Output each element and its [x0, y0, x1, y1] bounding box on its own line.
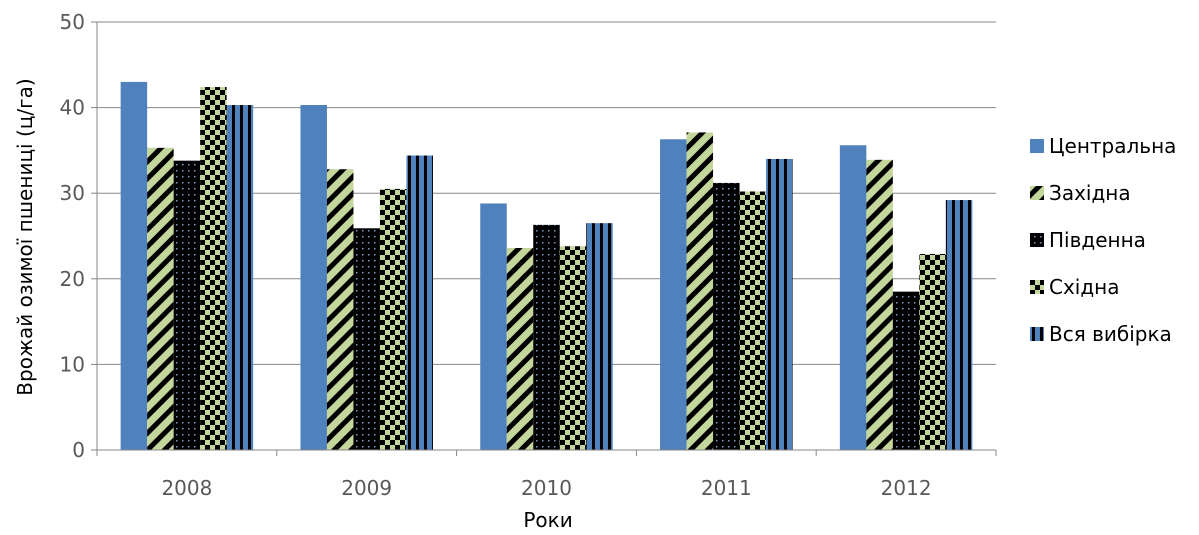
bar-Західна-2011: [686, 132, 714, 450]
bar-Східна-2009: [379, 188, 407, 451]
y-axis-title: Врожай озимої пшениці (ц/га): [13, 78, 37, 395]
x-tick-label: 2010: [521, 476, 572, 500]
bar-Вся вибірка-2009: [406, 155, 433, 450]
bar-Вся вибірка-2010: [586, 223, 613, 450]
bar-Східна-2010: [559, 246, 587, 450]
bar-Східна-2011: [739, 191, 767, 450]
legend-label: Південна: [1049, 228, 1146, 252]
bar-Південна-2011: [713, 182, 740, 451]
bar-Вся вибірка-2012: [945, 200, 973, 450]
bar-Східна-2008: [200, 87, 227, 450]
axes: [91, 21, 997, 456]
y-tick-label: 20: [60, 267, 85, 291]
legend-swatch: [1030, 139, 1044, 153]
bar-Центральна-2009: [300, 105, 327, 451]
y-tick-label: 40: [60, 96, 85, 120]
bar-Західна-2009: [326, 169, 354, 450]
bar-Центральна-2012: [839, 145, 867, 451]
y-tick-label: 0: [72, 438, 85, 462]
bar-Центральна-2008: [120, 81, 148, 451]
bar-Південна-2010: [533, 224, 560, 450]
bar-Південна-2012: [892, 291, 920, 450]
x-axis-title: Роки: [523, 508, 572, 532]
x-tick-label: 2009: [341, 476, 392, 500]
y-tick-label: 10: [60, 352, 85, 376]
x-tick-label: 2011: [701, 476, 752, 500]
y-tick-label: 30: [60, 181, 85, 205]
legend-swatch: [1030, 233, 1044, 247]
bars: [120, 81, 973, 451]
y-tick-label: 50: [60, 10, 85, 34]
legend-swatch: [1030, 327, 1044, 341]
bar-Західна-2010: [506, 247, 534, 450]
bar-Західна-2008: [147, 147, 174, 450]
bar-Центральна-2010: [480, 203, 507, 450]
legend-label: Західна: [1049, 181, 1131, 205]
bar-Центральна-2011: [660, 139, 687, 450]
bar-Західна-2012: [866, 159, 893, 451]
bar-Вся вибірка-2011: [766, 158, 793, 450]
bar-Східна-2012: [919, 253, 946, 450]
bar-Південна-2009: [353, 228, 380, 450]
bar-Вся вибірка-2008: [226, 105, 254, 451]
legend-label: Вся вибірка: [1049, 322, 1172, 346]
bar-Південна-2008: [173, 160, 201, 450]
legend-swatch: [1030, 186, 1044, 200]
legend-swatch: [1030, 280, 1044, 294]
legend-label: Центральна: [1049, 134, 1176, 158]
x-tick-label: 2012: [881, 476, 932, 500]
x-tick-label: 2008: [161, 476, 212, 500]
tick-labels: 0 10 20 30 40 50 2008 2009 2010 2011 2012: [60, 10, 932, 500]
legend: Центральна Західна Південна Східна Вся вибір…: [1030, 134, 1176, 346]
legend-label: Східна: [1049, 275, 1120, 299]
